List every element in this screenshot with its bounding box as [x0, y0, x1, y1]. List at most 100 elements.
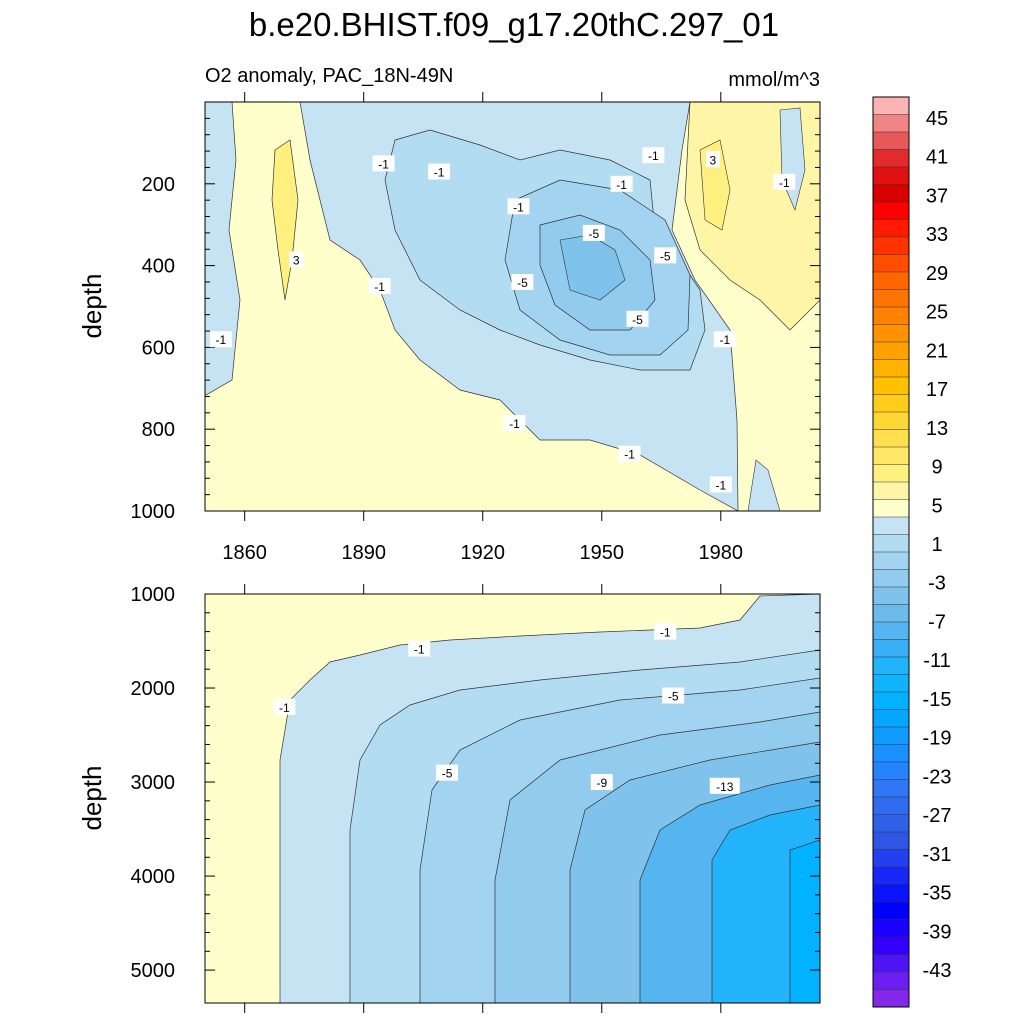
- contour-label-box: [618, 445, 641, 462]
- lower-negative-region-15: [789, 839, 820, 1003]
- contour-label-text: -1: [648, 149, 659, 163]
- colorbar-swatch: [873, 429, 909, 448]
- x-tick-label: 1950: [580, 542, 625, 564]
- lower-panel: [204, 593, 821, 1004]
- x-tick-label: 1860: [222, 542, 267, 564]
- colorbar-swatch: [873, 937, 909, 955]
- x-tick-label: 1980: [699, 542, 744, 564]
- contour-label: -1: [709, 476, 732, 493]
- contour-label: -1: [654, 623, 677, 640]
- contour-label-text: -5: [442, 767, 453, 781]
- contour-label-text: -1: [509, 417, 520, 431]
- colorbar-swatch: [873, 657, 909, 675]
- contour-label: -1: [408, 640, 431, 657]
- colorbar-swatch: [873, 884, 909, 903]
- colorbar-swatch: [873, 639, 909, 658]
- contour-label: -1: [503, 415, 526, 432]
- lower-y-axis-label: depth: [77, 765, 107, 830]
- contour-label-text: 3: [710, 153, 717, 167]
- contour-label-text: -1: [715, 478, 726, 492]
- y-tick-label: 2000: [131, 678, 176, 700]
- colorbar-tick-label: 41: [926, 147, 948, 169]
- contour-label: -13: [709, 777, 740, 794]
- colorbar-tick-label: 1: [931, 534, 942, 556]
- y-tick-label: 800: [142, 419, 175, 441]
- contour-label: -5: [582, 224, 605, 241]
- colorbar-swatch: [873, 289, 909, 308]
- colorbar-swatch: [873, 867, 909, 885]
- colorbar-swatch: [873, 447, 909, 465]
- contour-label-box: [273, 698, 296, 715]
- contour-label-box: [503, 415, 526, 432]
- y-tick-label: 1000: [131, 584, 176, 606]
- contour-label-text: -5: [517, 276, 528, 290]
- contour-label-box: [209, 331, 232, 348]
- colorbar-swatch: [873, 482, 909, 500]
- colorbar-swatch: [873, 692, 909, 710]
- colorbar-swatch: [873, 954, 909, 973]
- contour-label: -1: [428, 163, 451, 180]
- y-tick-label: 400: [142, 256, 175, 278]
- colorbar: 45 41 37 33 29 25 21 17 13 9 5 1 -3 -7 -11 -15 -19 -23 -27…: [872, 96, 952, 1008]
- colorbar-swatch: [873, 184, 909, 203]
- colorbar-tick-label: 17: [926, 379, 948, 401]
- contour-label-box: [773, 173, 796, 190]
- contour-label: -1: [618, 445, 641, 462]
- colorbar-swatch: [873, 114, 909, 133]
- units-label: mmol/m^3: [728, 69, 820, 91]
- colorbar-swatch: [873, 902, 909, 920]
- colorbar-tick-label: -7: [928, 611, 946, 633]
- contour-label-box: [511, 273, 534, 290]
- colorbar-tick-label: 45: [926, 108, 948, 130]
- colorbar-swatch: [873, 534, 909, 553]
- colorbar-swatch: [873, 587, 909, 605]
- colorbar-swatch: [873, 762, 909, 780]
- contour-label: -1: [273, 698, 296, 715]
- chart-title: b.e20.BHIST.f09_g17.20thC.297_01: [249, 6, 779, 43]
- contour-label-box: [408, 640, 431, 657]
- contour-label: -1: [209, 331, 232, 348]
- colorbar-swatch: [873, 552, 909, 570]
- contour-label-text: -13: [716, 780, 734, 794]
- colorbar-swatch: [873, 359, 909, 378]
- colorbar-swatch: [873, 342, 909, 360]
- contour-label-box: [709, 476, 732, 493]
- contour-label: -5: [436, 764, 459, 781]
- contour-label: -5: [662, 687, 685, 704]
- upper-bottom-negative-lobe: [747, 459, 781, 511]
- colorbar-swatch: [873, 149, 909, 168]
- contour-label-box: [368, 278, 391, 295]
- contour-label-text: -5: [660, 249, 671, 263]
- colorbar-swatch: [873, 849, 909, 868]
- axes: 200 400 600 800 1000 1000 2000 3000 4000 5000 1860…: [131, 92, 820, 1013]
- y-tick-label: 5000: [131, 960, 176, 982]
- colorbar-tick-label: -15: [923, 689, 952, 711]
- colorbar-tick-label: -43: [923, 960, 952, 982]
- colorbar-swatch: [873, 377, 909, 395]
- contour-label-box: [642, 147, 665, 164]
- colorbar-tick-label: 33: [926, 224, 948, 246]
- colorbar-tick-label: -31: [923, 844, 952, 866]
- colorbar-swatch: [873, 394, 909, 413]
- contour-label-text: -1: [279, 701, 290, 715]
- colorbar-tick-label: 25: [926, 302, 948, 324]
- colorbar-swatch: [873, 202, 909, 220]
- contour-label-text: -1: [624, 448, 635, 462]
- contour-label-box: [428, 163, 451, 180]
- colorbar-swatch: [873, 324, 909, 343]
- contour-label-text: 3: [293, 253, 300, 267]
- lower-panel-frame: [204, 593, 821, 1004]
- contour-label: 3: [289, 251, 304, 268]
- contour-label-box: [372, 155, 395, 172]
- colorbar-swatch: [873, 814, 909, 833]
- y-tick-label: 200: [142, 174, 175, 196]
- colorbar-swatch: [873, 254, 909, 273]
- contour-label-text: -1: [779, 176, 790, 190]
- colorbar-tick-label: -27: [923, 805, 952, 827]
- colorbar-swatch: [873, 237, 909, 255]
- colorbar-swatch: [873, 674, 909, 693]
- contour-label-box: [626, 310, 649, 327]
- colorbar-swatch: [873, 797, 909, 815]
- x-tick-label: 1920: [460, 542, 505, 564]
